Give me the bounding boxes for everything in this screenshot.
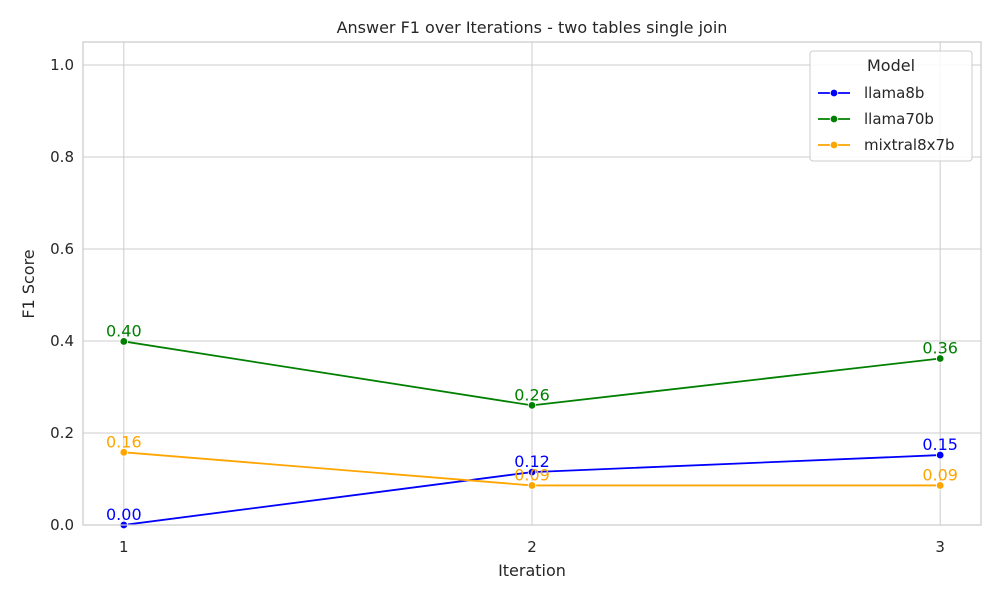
legend-swatch-marker-mixtral8x7b <box>829 140 839 150</box>
x-tick-label: 2 <box>527 538 537 556</box>
legend: Model llama8b llama70b mixtral8x7b <box>809 50 973 162</box>
data-label-llama8b: 0.15 <box>922 435 958 454</box>
data-label-mixtral8x7b: 0.09 <box>922 465 958 484</box>
y-tick-label: 0.0 <box>50 516 74 534</box>
data-point-llama70b <box>527 401 537 410</box>
x-axis-label: Iteration <box>498 561 566 580</box>
data-point-mixtral8x7b <box>527 481 537 490</box>
data-label-llama70b: 0.26 <box>514 385 550 404</box>
legend-swatch-marker-llama8b <box>829 88 839 98</box>
y-tick-label: 0.4 <box>50 332 74 350</box>
y-tick-label: 1.0 <box>50 56 74 74</box>
series-layer <box>119 337 945 530</box>
data-point-mixtral8x7b <box>119 448 129 457</box>
data-point-llama8b <box>527 467 537 477</box>
tick-labels: 0.0 0.2 0.4 0.6 0.8 1.0 1 2 3 <box>50 56 945 556</box>
y-tick-label: 0.8 <box>50 148 74 166</box>
data-point-llama8b <box>935 450 945 460</box>
data-label-llama70b: 0.36 <box>922 338 958 357</box>
data-point-llama70b <box>935 354 945 363</box>
chart-title: Answer F1 over Iterations - two tables s… <box>337 18 728 37</box>
y-axis-label: F1 Score <box>19 249 38 318</box>
data-label-llama70b: 0.40 <box>106 321 142 340</box>
legend-entry-mixtral8x7b: mixtral8x7b <box>864 136 955 154</box>
data-label-mixtral8x7b: 0.16 <box>106 432 142 451</box>
data-label-mixtral8x7b: 0.09 <box>514 465 550 484</box>
data-point-mixtral8x7b <box>935 481 945 490</box>
data-point-llama70b <box>119 337 129 346</box>
legend-entry-llama8b: llama8b <box>864 84 924 102</box>
legend-swatch-marker-llama70b <box>829 114 839 124</box>
y-tick-label: 0.6 <box>50 240 74 258</box>
x-tick-label: 1 <box>119 538 129 556</box>
data-labels: 0.00 0.12 0.15 0.40 0.26 0.36 0.16 0.09 0.09 <box>106 321 958 524</box>
legend-title: Model <box>867 56 915 75</box>
y-tick-label: 0.2 <box>50 424 74 442</box>
legend-entry-llama70b: llama70b <box>864 110 934 128</box>
plot-area-frame <box>82 41 982 526</box>
legend-frame <box>809 50 973 162</box>
data-label-llama8b: 0.00 <box>106 505 142 524</box>
data-label-llama8b: 0.12 <box>514 452 550 471</box>
x-tick-label: 3 <box>935 538 945 556</box>
